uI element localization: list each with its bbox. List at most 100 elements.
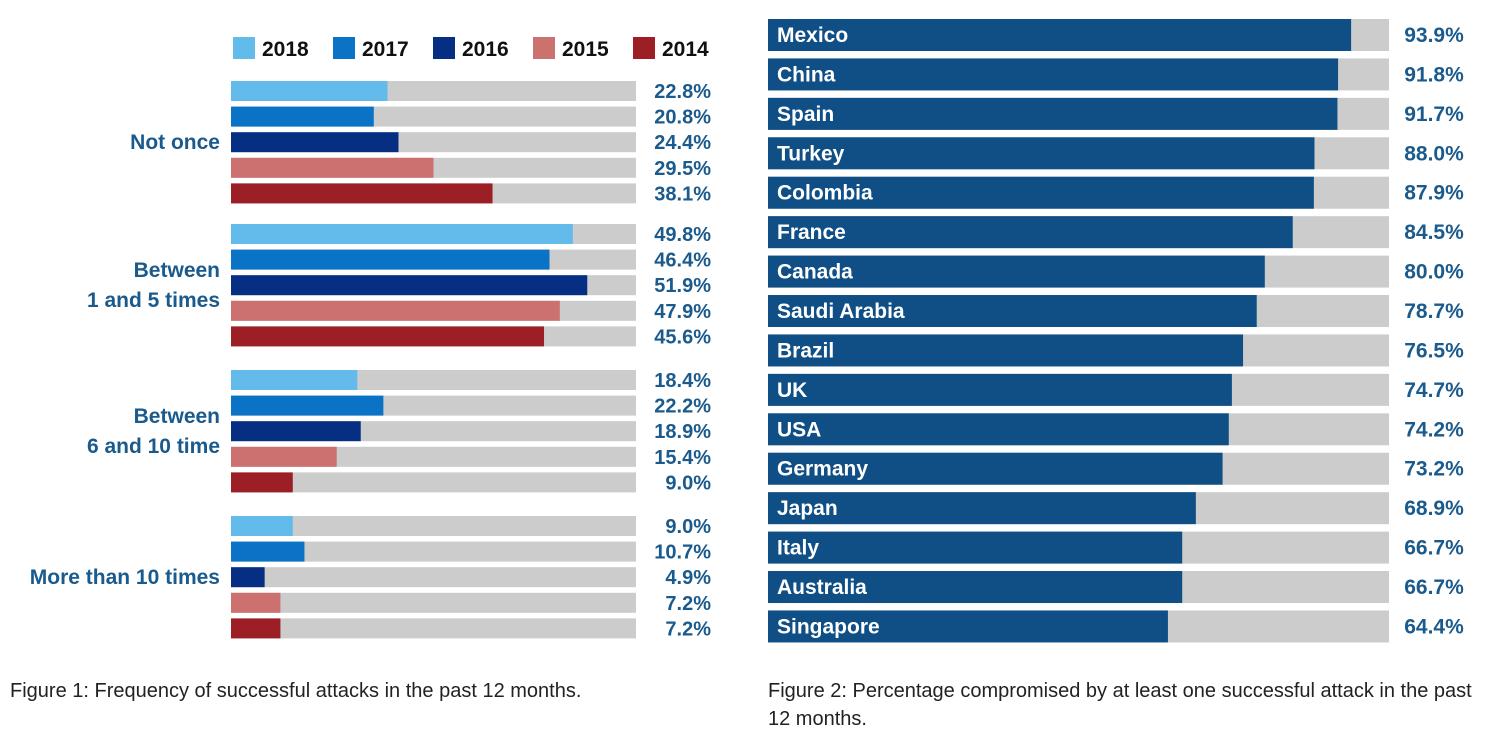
value-label: 20.8% <box>654 107 711 129</box>
value-label: 68.9% <box>1404 497 1464 520</box>
country-row-japan: Japan 68.9% <box>768 492 1464 525</box>
value-label: 29.5% <box>654 158 711 180</box>
bar-track <box>231 592 636 613</box>
value-label: 24.4% <box>654 132 711 154</box>
legend-label: 2016 <box>462 38 509 61</box>
legend-label: 2014 <box>662 38 709 61</box>
bar-brazil <box>768 334 1244 367</box>
bar-track <box>231 516 636 536</box>
country-row-turkey: Turkey 88.0% <box>768 137 1464 170</box>
bar-usa <box>768 413 1229 446</box>
bar-2018 <box>231 516 293 536</box>
value-label: 84.5% <box>1404 221 1464 244</box>
value-label: 45.6% <box>654 326 711 348</box>
value-label: 38.1% <box>654 183 711 205</box>
legend-swatch <box>633 37 655 59</box>
country-label: Canada <box>777 261 853 284</box>
bar-2018 <box>231 370 358 390</box>
value-label: 46.4% <box>654 250 711 272</box>
legend-swatch <box>233 37 255 59</box>
group-label: Between <box>134 259 220 282</box>
value-label: 22.8% <box>654 81 711 103</box>
value-label: 7.2% <box>665 593 711 615</box>
country-row-germany: Germany 73.2% <box>768 452 1464 485</box>
country-row-uk: UK 74.7% <box>768 373 1464 406</box>
legend-label: 2015 <box>562 38 609 61</box>
bar-2015 <box>231 300 560 321</box>
value-label: 7.2% <box>665 618 711 640</box>
bar-uk <box>768 373 1232 406</box>
group-between-6-and-10-time: 18.4% 22.2% 18.9% 15.4% 9.0% Between 6 and 10 … <box>87 370 711 494</box>
country-row-australia: Australia 66.7% <box>768 571 1464 604</box>
bar-singapore <box>768 610 1168 643</box>
value-label: 51.9% <box>654 275 711 297</box>
country-label: Saudi Arabia <box>777 300 905 323</box>
country-label: Mexico <box>777 24 848 47</box>
value-label: 64.4% <box>1404 615 1464 638</box>
value-label: 47.9% <box>654 301 711 323</box>
bar-mexico <box>768 19 1352 51</box>
value-label: 4.9% <box>665 567 711 589</box>
bar-colombia <box>768 176 1314 209</box>
country-row-brazil: Brazil 76.5% <box>768 334 1464 367</box>
bar-2017 <box>231 249 550 270</box>
legend-swatch <box>433 37 455 59</box>
bar-japan <box>768 492 1196 525</box>
value-label: 91.8% <box>1404 63 1464 86</box>
legend-swatch <box>333 37 355 59</box>
country-row-usa: USA 74.2% <box>768 413 1464 446</box>
bar-2014 <box>231 472 293 493</box>
group-label: Between <box>134 405 220 428</box>
group-not-once: 22.8% 20.8% 24.4% 29.5% 38.1% Not once <box>130 81 711 205</box>
bar-track <box>231 541 636 562</box>
country-row-spain: Spain 91.7% <box>768 97 1464 130</box>
country-row-saudi-arabia: Saudi Arabia 78.7% <box>768 295 1464 328</box>
value-label: 49.8% <box>654 224 711 246</box>
value-label: 9.0% <box>665 472 711 494</box>
value-label: 66.7% <box>1404 537 1464 560</box>
legend-label: 2018 <box>262 38 309 61</box>
country-label: France <box>777 221 846 244</box>
value-label: 91.7% <box>1404 103 1464 126</box>
value-label: 88.0% <box>1404 142 1464 165</box>
country-label: Spain <box>777 103 834 126</box>
value-label: 15.4% <box>654 447 711 469</box>
country-label: Singapore <box>777 615 880 638</box>
country-label: Italy <box>777 537 819 560</box>
country-row-mexico: Mexico 93.9% <box>768 19 1464 51</box>
legend-item-2014: 2014 <box>633 37 709 61</box>
country-row-canada: Canada 80.0% <box>768 255 1464 288</box>
value-label: 80.0% <box>1404 261 1464 284</box>
group-label: More than 10 times <box>30 566 220 589</box>
bar-2018 <box>231 81 388 101</box>
value-label: 73.2% <box>1404 458 1464 481</box>
figure1-chart: 2018 2017 2016 2015 2014 22.8% 20.8% 24.4% 29.5%… <box>30 37 711 640</box>
country-label: Turkey <box>777 142 845 165</box>
value-label: 74.2% <box>1404 418 1464 441</box>
bar-track <box>231 472 636 493</box>
country-row-china: China 91.8% <box>768 58 1464 91</box>
country-label: China <box>777 63 836 86</box>
value-label: 93.9% <box>1404 24 1464 47</box>
legend-item-2015: 2015 <box>533 37 609 61</box>
country-label: Australia <box>777 576 867 599</box>
bar-2016 <box>231 567 265 588</box>
country-row-singapore: Singapore 64.4% <box>768 610 1464 643</box>
bar-2015 <box>231 592 281 613</box>
legend-item-2017: 2017 <box>333 37 409 61</box>
bar-2016 <box>231 421 361 442</box>
bar-2016 <box>231 275 588 296</box>
value-label: 22.2% <box>654 396 711 418</box>
figure2-chart: Mexico 93.9% China 91.8% Spain 91.7% Turkey 88.… <box>768 19 1464 643</box>
value-label: 9.0% <box>665 516 711 538</box>
country-label: Brazil <box>777 339 834 362</box>
group-label: Not once <box>130 131 220 154</box>
country-label: Japan <box>777 497 838 520</box>
figure1-caption: Figure 1: Frequency of successful attack… <box>10 680 582 702</box>
bar-china <box>768 58 1339 91</box>
bar-saudi-arabia <box>768 295 1257 328</box>
legend-item-2018: 2018 <box>233 37 309 61</box>
value-label: 76.5% <box>1404 339 1464 362</box>
bar-2017 <box>231 106 374 127</box>
country-row-italy: Italy 66.7% <box>768 531 1464 564</box>
